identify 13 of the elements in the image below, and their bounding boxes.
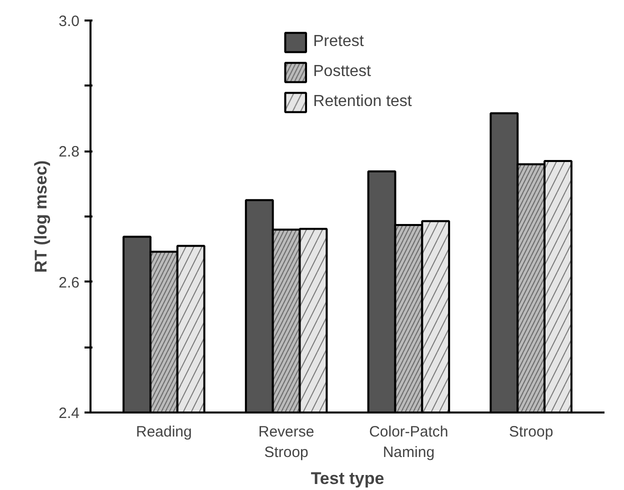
y-tick-label: 2.4 (58, 405, 80, 422)
y-axis-title: RT (log msec) (32, 160, 51, 273)
y-tick-label: 2.6 (58, 274, 80, 292)
x-tick-label: Reading (136, 424, 192, 440)
y-tick-label: 2.8 (58, 144, 80, 161)
x-tick-label: Reverse Stroop (258, 424, 314, 461)
x-tick-label: Stroop (508, 424, 554, 440)
legend-label: Pretest (313, 33, 364, 51)
x-tick-label: Color-Patch Naming (369, 424, 448, 461)
x-axis-title: Test type (310, 468, 384, 488)
legend-label: Posttest (313, 63, 371, 81)
legend-label: Retention test (313, 93, 412, 111)
y-tick-label: 3.0 (58, 13, 80, 30)
